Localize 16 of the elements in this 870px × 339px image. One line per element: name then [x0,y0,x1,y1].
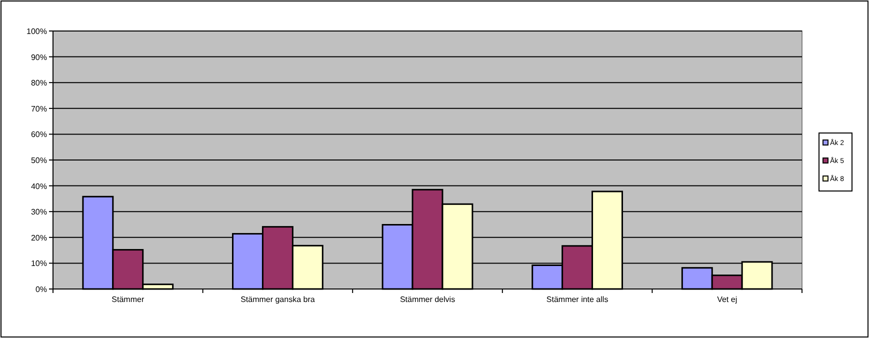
y-tick-label: 10% [30,259,47,268]
y-tick-label: 40% [30,182,47,191]
y-tick-label: 100% [26,27,47,36]
x-tick-label: Stämmer ganska bra [240,295,316,304]
y-tick-label: 20% [30,233,47,242]
x-tick-label: Vet ej [717,295,738,304]
x-tick-label: Stämmer inte alls [546,295,608,304]
y-tick-label: 50% [30,156,47,165]
x-tick-label: Stämmer [112,295,144,304]
y-tick-label: 80% [30,78,47,88]
y-tick-label: 30% [30,208,47,217]
y-tick-label: 0% [35,285,47,294]
x-tick-label: Stämmer delvis [400,295,456,304]
y-tick-label: 70% [30,104,47,114]
y-tick-label: 90% [30,52,47,62]
y-tick-label: 60% [30,130,47,140]
